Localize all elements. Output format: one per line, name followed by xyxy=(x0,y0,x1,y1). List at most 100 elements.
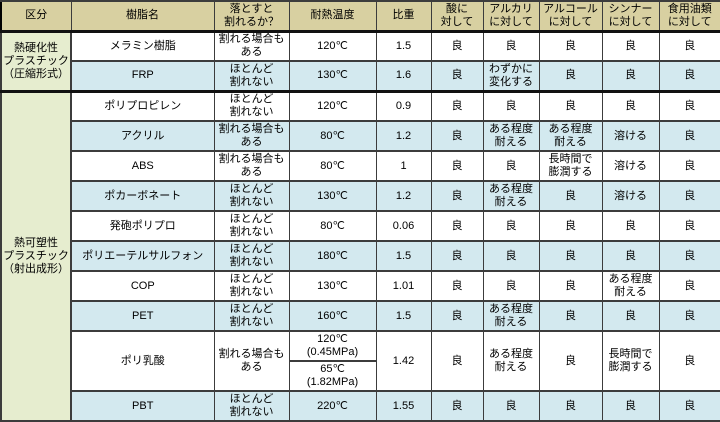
header-alkali: アルカリ に対して xyxy=(482,0,540,33)
cell-polylactic-thinner: 長時間で 膨潤する xyxy=(601,330,660,392)
cell-polycarbonate-alkali: ある程度 耐える xyxy=(482,180,540,212)
cell-pbt-acid: 良 xyxy=(430,390,484,422)
cell-melamine-breakability: 割れる場合も ある xyxy=(213,30,290,62)
cell-polypropylene-oil: 良 xyxy=(658,90,720,122)
cell-polyethersulfone-heat: 180℃ xyxy=(288,240,377,272)
table-row-foamed-polypro: 発砲ポリプロ ほとんど 割れない 80℃ 0.06 良 良 良 良 良 xyxy=(1,210,720,242)
header-heat-resistance: 耐熱温度 xyxy=(288,0,377,33)
cell-polylactic-name: ポリ乳酸 xyxy=(70,330,215,392)
cell-melamine-gravity: 1.5 xyxy=(375,30,432,62)
cell-acrylic-heat: 80℃ xyxy=(288,120,377,152)
cell-foamed-polypro-name: 発砲ポリプロ xyxy=(70,210,215,242)
cell-cop-alcohol: 良 xyxy=(538,270,603,302)
cell-polycarbonate-gravity: 1.2 xyxy=(375,180,432,212)
cell-polycarbonate-heat: 130℃ xyxy=(288,180,377,212)
header-cooking-oil: 食用油類 に対して xyxy=(658,0,720,33)
cell-abs-name: ABS xyxy=(70,150,215,182)
table-row-abs: ABS 割れる場合も ある 80℃ 1 良 良 長時間で 膨潤する 溶ける 良 xyxy=(1,150,720,182)
cell-frp-acid: 良 xyxy=(430,60,484,93)
cell-pet-name: PET xyxy=(70,300,215,332)
cell-foamed-polypro-acid: 良 xyxy=(430,210,484,242)
table-row-polylactic-acid-sub: 65℃ (1.82MPa) xyxy=(1,360,720,392)
cell-polylactic-alkali: ある程度 耐える xyxy=(482,330,540,392)
cell-frp-alcohol: 良 xyxy=(538,60,603,93)
cell-polyethersulfone-breakability: ほとんど 割れない xyxy=(213,240,290,272)
header-breakability: 落とすと 割れるか？ xyxy=(213,0,290,33)
table-row-polypropylene: 熱可塑性 プラスチック （射出成形） ポリプロピレン ほとんど 割れない 120… xyxy=(0,90,720,422)
cell-cop-acid: 良 xyxy=(430,270,484,302)
cell-acrylic-breakability: 割れる場合も ある xyxy=(213,120,290,152)
cell-cop-name: COP xyxy=(70,270,215,302)
cell-pbt-heat: 220℃ xyxy=(288,390,377,422)
cell-foamed-polypro-oil: 良 xyxy=(658,210,720,242)
cell-polypropylene-acid: 良 xyxy=(430,90,484,122)
cell-pbt-alcohol: 良 xyxy=(538,390,603,422)
cell-cop-oil: 良 xyxy=(658,270,720,302)
table-row-polyethersulfone: ポリエーテルサルフォン ほとんど 割れない 180℃ 1.5 良 良 良 良 良 xyxy=(1,240,720,272)
cell-abs-thinner: 溶ける xyxy=(601,150,660,182)
cell-pbt-gravity: 1.55 xyxy=(375,390,432,422)
cell-pbt-oil: 良 xyxy=(658,390,720,422)
cell-polypropylene-name: ポリプロピレン xyxy=(70,90,215,122)
cell-foamed-polypro-alcohol: 良 xyxy=(538,210,603,242)
cell-polyethersulfone-acid: 良 xyxy=(430,240,484,272)
cell-polypropylene-breakability: ほとんど 割れない xyxy=(213,90,290,122)
cell-pet-oil: 良 xyxy=(658,300,720,332)
cell-abs-oil: 良 xyxy=(658,150,720,182)
cell-melamine-alcohol: 良 xyxy=(538,30,603,62)
cell-cop-alkali: 良 xyxy=(482,270,540,302)
cell-polycarbonate-acid: 良 xyxy=(430,180,484,212)
cell-pbt-thinner: 良 xyxy=(601,390,660,422)
cell-acrylic-thinner: 溶ける xyxy=(601,120,660,152)
cell-polypropylene-thinner: 良 xyxy=(601,90,660,122)
cell-frp-heat: 130℃ xyxy=(288,60,377,93)
cell-melamine-name: メラミン樹脂 xyxy=(70,30,215,62)
cell-pet-heat: 160℃ xyxy=(288,300,377,332)
header-category: 区分 xyxy=(0,0,72,33)
cell-frp-alkali: わずかに 変化する xyxy=(482,60,540,93)
cell-acrylic-oil: 良 xyxy=(658,120,720,152)
cell-polyethersulfone-name: ポリエーテルサルフォン xyxy=(70,240,215,272)
cell-foamed-polypro-breakability: ほとんど 割れない xyxy=(213,210,290,242)
cell-polylactic-breakability: 割れる場合も ある xyxy=(213,330,290,392)
cell-cop-thinner: ある程度 耐える xyxy=(601,270,660,302)
cell-frp-oil: 良 xyxy=(658,60,720,93)
cell-polylactic-heat-lower: 65℃ (1.82MPa) xyxy=(288,360,377,392)
cell-melamine-heat: 120℃ xyxy=(288,30,377,62)
cell-polycarbonate-oil: 良 xyxy=(658,180,720,212)
cell-frp-gravity: 1.6 xyxy=(375,60,432,93)
table-row-pbt: PBT ほとんど 割れない 220℃ 1.55 良 良 良 良 良 xyxy=(1,390,720,422)
cell-polyethersulfone-gravity: 1.5 xyxy=(375,240,432,272)
cell-polyethersulfone-thinner: 良 xyxy=(601,240,660,272)
table-row-acrylic: アクリル 割れる場合も ある 80℃ 1.2 良 ある程度 耐える ある程度 耐… xyxy=(1,120,720,152)
cell-polypropylene-alkali: 良 xyxy=(482,90,540,122)
cell-foamed-polypro-alkali: 良 xyxy=(482,210,540,242)
cell-acrylic-alkali: ある程度 耐える xyxy=(482,120,540,152)
cell-abs-breakability: 割れる場合も ある xyxy=(213,150,290,182)
cell-polylactic-oil: 良 xyxy=(658,330,720,392)
cell-polyethersulfone-alkali: 良 xyxy=(482,240,540,272)
cell-polylactic-heat-upper: 120℃ (0.45MPa) xyxy=(288,330,377,362)
cell-cop-heat: 130℃ xyxy=(288,270,377,302)
cell-pbt-name: PBT xyxy=(70,390,215,422)
cell-pet-alkali: ある程度 耐える xyxy=(482,300,540,332)
cell-acrylic-gravity: 1.2 xyxy=(375,120,432,152)
cell-cop-gravity: 1.01 xyxy=(375,270,432,302)
table-row-melamine: 熱硬化性 プラスチック （圧縮形式） メラミン樹脂 割れる場合も ある 120℃… xyxy=(0,30,720,93)
cell-abs-gravity: 1 xyxy=(375,150,432,182)
cell-polyethersulfone-oil: 良 xyxy=(658,240,720,272)
table-row-polycarbonate: ポカーボネート ほとんど 割れない 130℃ 1.2 良 ある程度 耐える 良 … xyxy=(1,180,720,212)
cell-foamed-polypro-thinner: 良 xyxy=(601,210,660,242)
cell-abs-heat: 80℃ xyxy=(288,150,377,182)
table-row-cop: COP ほとんど 割れない 130℃ 1.01 良 良 良 ある程度 耐える 良 xyxy=(1,270,720,302)
cell-polypropylene-heat: 120℃ xyxy=(288,90,377,122)
cell-melamine-acid: 良 xyxy=(430,30,484,62)
cell-pet-breakability: ほとんど 割れない xyxy=(213,300,290,332)
cell-abs-acid: 良 xyxy=(430,150,484,182)
cell-pet-gravity: 1.5 xyxy=(375,300,432,332)
cell-polylactic-acid: 良 xyxy=(430,330,484,392)
cell-pbt-breakability: ほとんど 割れない xyxy=(213,390,290,422)
cell-melamine-oil: 良 xyxy=(658,30,720,62)
